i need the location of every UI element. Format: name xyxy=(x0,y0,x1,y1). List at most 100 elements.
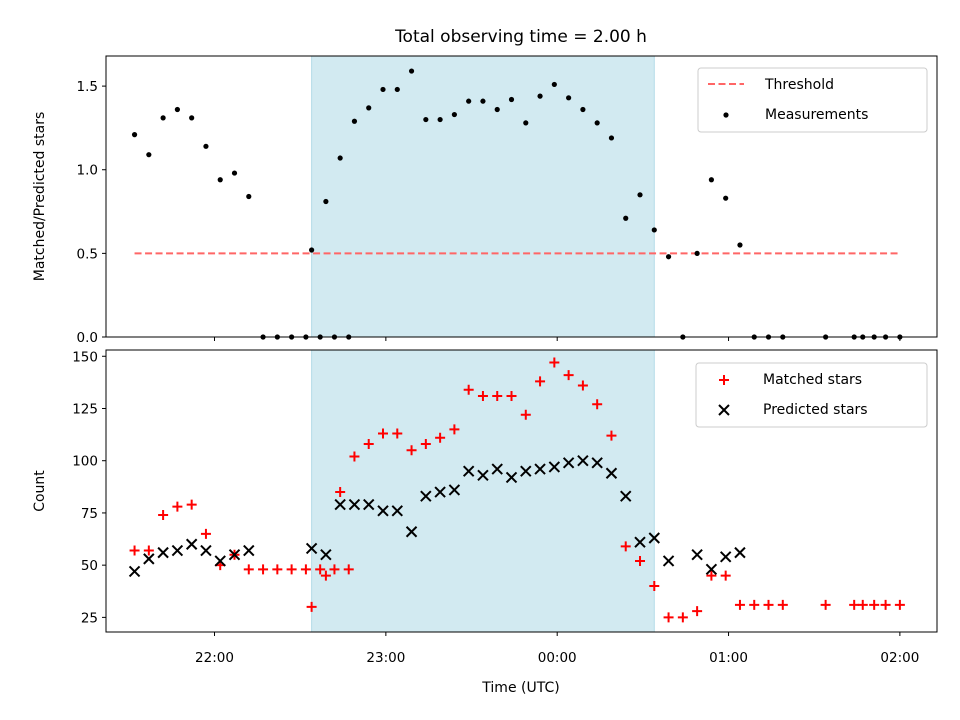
data-point xyxy=(694,250,700,256)
data-point xyxy=(580,106,586,113)
data-point xyxy=(880,599,891,610)
data-point xyxy=(620,490,632,502)
data-point xyxy=(315,564,326,575)
data-point xyxy=(777,599,788,610)
data-point xyxy=(857,599,868,610)
data-point xyxy=(705,563,718,576)
data-point xyxy=(662,555,675,567)
legend-box xyxy=(695,362,928,428)
data-point xyxy=(820,599,831,610)
data-point xyxy=(737,242,743,248)
series-predicted-stars xyxy=(128,455,746,578)
x-tick-label: 01:00 xyxy=(709,650,748,666)
legend-label: Threshold xyxy=(764,77,834,93)
data-point xyxy=(734,546,746,559)
data-point xyxy=(463,384,474,395)
series-matched-stars xyxy=(129,357,905,623)
data-point xyxy=(763,599,774,610)
data-point xyxy=(706,570,717,581)
bottom-panel: 25 50 75 100 125 150 22:00 23:00 00:00 01:00 02:00… xyxy=(32,349,938,666)
chart-title: Total observing time = 2.00 h xyxy=(394,27,647,47)
data-point xyxy=(200,528,211,539)
legend-box xyxy=(697,67,928,133)
data-point xyxy=(200,544,212,557)
data-point xyxy=(608,135,615,141)
data-point xyxy=(520,409,531,420)
data-point xyxy=(309,247,315,253)
data-point xyxy=(185,538,198,550)
legend-label: Matched stars xyxy=(763,372,862,388)
data-point xyxy=(548,461,561,473)
data-point xyxy=(377,505,389,517)
data-point xyxy=(623,215,629,221)
x-tick-label: 23:00 xyxy=(366,650,405,666)
data-point xyxy=(406,445,417,456)
data-point xyxy=(366,105,372,111)
data-point xyxy=(620,541,631,552)
data-point xyxy=(349,451,360,462)
data-point xyxy=(158,510,169,521)
data-point xyxy=(143,545,154,556)
data-point xyxy=(508,96,515,103)
data-point xyxy=(506,390,517,401)
data-point xyxy=(549,357,560,368)
y-tick-label: 25 xyxy=(81,610,98,626)
data-point xyxy=(606,430,617,441)
data-point xyxy=(562,457,575,469)
data-point xyxy=(480,98,486,104)
data-point xyxy=(391,505,403,517)
y-tick-label: 0.0 xyxy=(77,330,98,346)
data-point xyxy=(492,390,503,401)
data-point xyxy=(551,81,557,88)
data-point xyxy=(272,564,283,575)
data-point xyxy=(258,564,269,575)
data-point xyxy=(128,565,141,578)
data-point xyxy=(329,564,340,575)
data-point xyxy=(420,439,431,449)
data-point xyxy=(129,545,140,556)
data-point xyxy=(520,465,532,477)
data-point xyxy=(405,526,418,538)
data-point xyxy=(594,120,600,126)
data-point xyxy=(143,553,155,565)
data-point xyxy=(634,536,646,548)
data-point xyxy=(692,606,703,617)
data-point xyxy=(494,106,500,113)
data-point xyxy=(723,195,729,201)
data-point xyxy=(577,455,589,467)
top-panel: 0.0 0.5 1.0 1.5 Matched/Predicted stars Thres… xyxy=(32,55,938,346)
data-point xyxy=(477,469,489,482)
data-point xyxy=(378,428,388,439)
data-point xyxy=(577,380,588,391)
data-point xyxy=(462,465,475,477)
plot-frame xyxy=(105,55,938,338)
data-point xyxy=(157,546,169,559)
data-point xyxy=(665,254,672,260)
data-point xyxy=(363,498,375,511)
data-point xyxy=(649,581,660,592)
data-point xyxy=(869,599,880,610)
x-tick-label: 02:00 xyxy=(880,650,919,666)
data-point xyxy=(635,555,646,566)
data-point xyxy=(320,549,332,561)
data-point xyxy=(537,93,543,99)
y-tick-label: 150 xyxy=(72,349,98,365)
data-point xyxy=(335,487,346,498)
data-point xyxy=(423,116,429,123)
data-point xyxy=(146,152,152,158)
series-measurements xyxy=(131,68,903,340)
observing-window-shade xyxy=(311,55,655,338)
data-point xyxy=(719,551,732,563)
data-point xyxy=(566,95,572,101)
data-point xyxy=(186,499,197,510)
data-point xyxy=(535,376,546,387)
legend-swatch xyxy=(723,112,729,118)
legend: Matched stars Predicted stars xyxy=(695,362,928,428)
y-tick-label: 1.0 xyxy=(77,163,98,179)
data-point xyxy=(434,486,446,498)
data-point xyxy=(477,390,488,401)
legend: Threshold Measurements xyxy=(697,67,928,133)
plot-frame xyxy=(105,349,938,633)
legend-swatch xyxy=(719,375,729,385)
